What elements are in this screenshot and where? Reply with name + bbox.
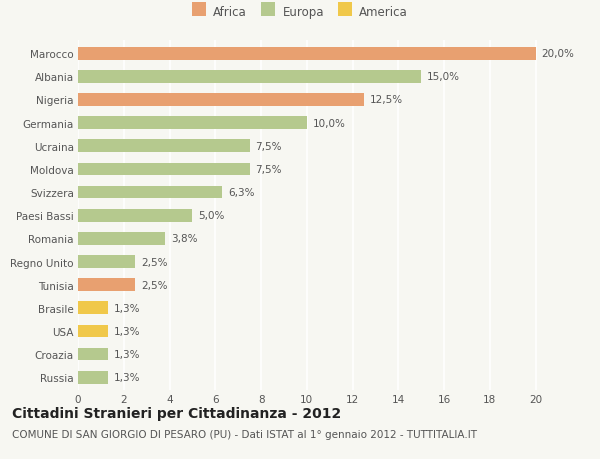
- Text: 5,0%: 5,0%: [198, 211, 224, 221]
- Text: 3,8%: 3,8%: [170, 234, 197, 244]
- Text: 2,5%: 2,5%: [141, 280, 167, 290]
- Bar: [78, 209, 193, 222]
- Bar: [78, 163, 250, 176]
- Text: COMUNE DI SAN GIORGIO DI PESARO (PU) - Dati ISTAT al 1° gennaio 2012 - TUTTITALI: COMUNE DI SAN GIORGIO DI PESARO (PU) - D…: [12, 429, 477, 439]
- Text: 15,0%: 15,0%: [427, 72, 460, 82]
- Bar: [78, 279, 135, 291]
- Bar: [78, 94, 364, 106]
- Text: 10,0%: 10,0%: [313, 118, 346, 129]
- Legend: Africa, Europa, America: Africa, Europa, America: [192, 6, 408, 19]
- Text: 1,3%: 1,3%: [113, 372, 140, 382]
- Text: 1,3%: 1,3%: [113, 349, 140, 359]
- Bar: [78, 371, 108, 384]
- Bar: [78, 256, 135, 269]
- Bar: [78, 71, 421, 84]
- Bar: [78, 48, 536, 61]
- Text: 6,3%: 6,3%: [228, 188, 254, 198]
- Text: 7,5%: 7,5%: [256, 141, 282, 151]
- Bar: [78, 302, 108, 314]
- Bar: [78, 348, 108, 361]
- Bar: [78, 232, 165, 245]
- Text: Cittadini Stranieri per Cittadinanza - 2012: Cittadini Stranieri per Cittadinanza - 2…: [12, 406, 341, 420]
- Text: 12,5%: 12,5%: [370, 95, 403, 105]
- Bar: [78, 117, 307, 130]
- Text: 7,5%: 7,5%: [256, 164, 282, 174]
- Bar: [78, 325, 108, 337]
- Bar: [78, 140, 250, 153]
- Text: 2,5%: 2,5%: [141, 257, 167, 267]
- Bar: [78, 186, 222, 199]
- Text: 20,0%: 20,0%: [541, 49, 574, 59]
- Text: 1,3%: 1,3%: [113, 303, 140, 313]
- Text: 1,3%: 1,3%: [113, 326, 140, 336]
